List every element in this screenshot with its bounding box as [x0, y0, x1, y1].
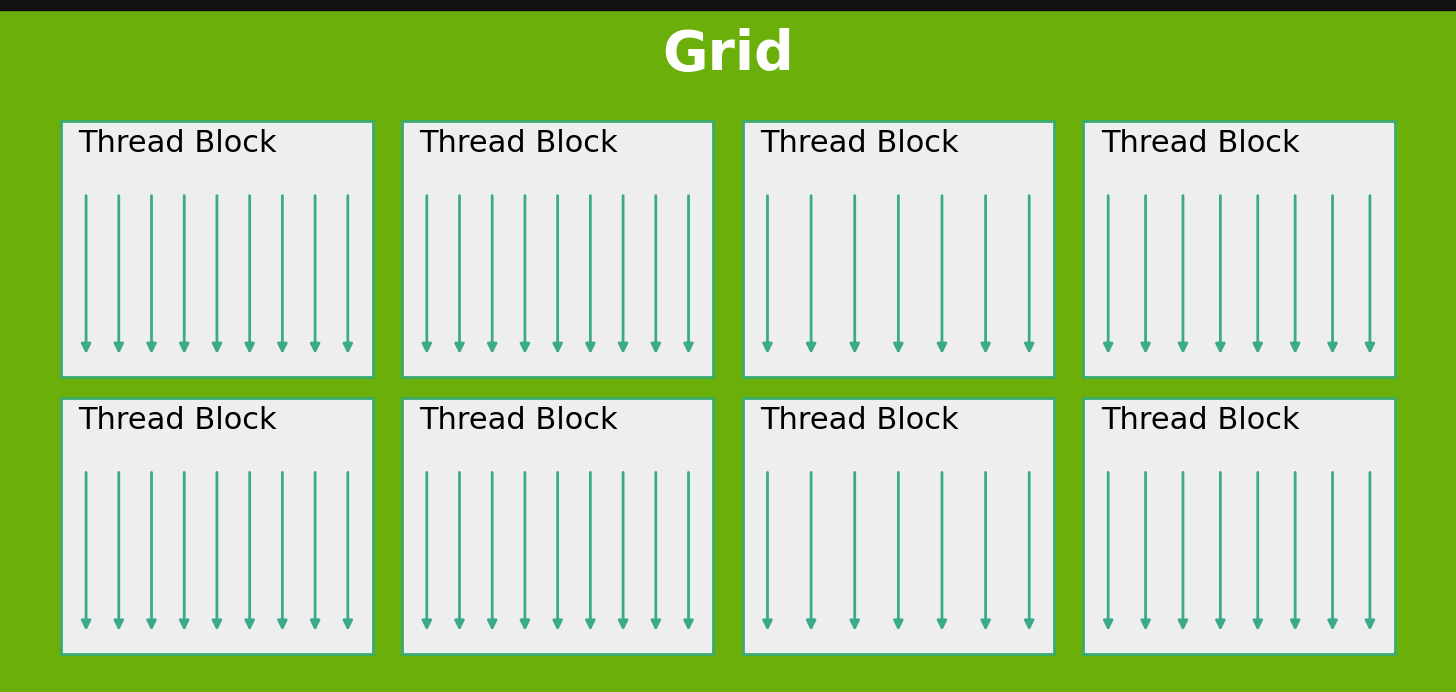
Text: Grid: Grid [662, 28, 794, 82]
Text: Thread Block: Thread Block [419, 129, 617, 158]
Bar [61, 121, 373, 377]
Text: Thread Block: Thread Block [79, 129, 277, 158]
Text: Thread Block: Thread Block [760, 129, 958, 158]
Bar [402, 121, 713, 377]
Text: Thread Block: Thread Block [1101, 129, 1299, 158]
Bar [61, 398, 373, 654]
Bar [1083, 398, 1395, 654]
Bar [743, 121, 1054, 377]
Text: Thread Block: Thread Block [79, 406, 277, 435]
Bar [1083, 121, 1395, 377]
Bar [743, 398, 1054, 654]
Bar [402, 398, 713, 654]
Text: Thread Block: Thread Block [760, 406, 958, 435]
Text: Thread Block: Thread Block [419, 406, 617, 435]
Bar [0, 0, 1456, 10]
Text: Thread Block: Thread Block [1101, 406, 1299, 435]
